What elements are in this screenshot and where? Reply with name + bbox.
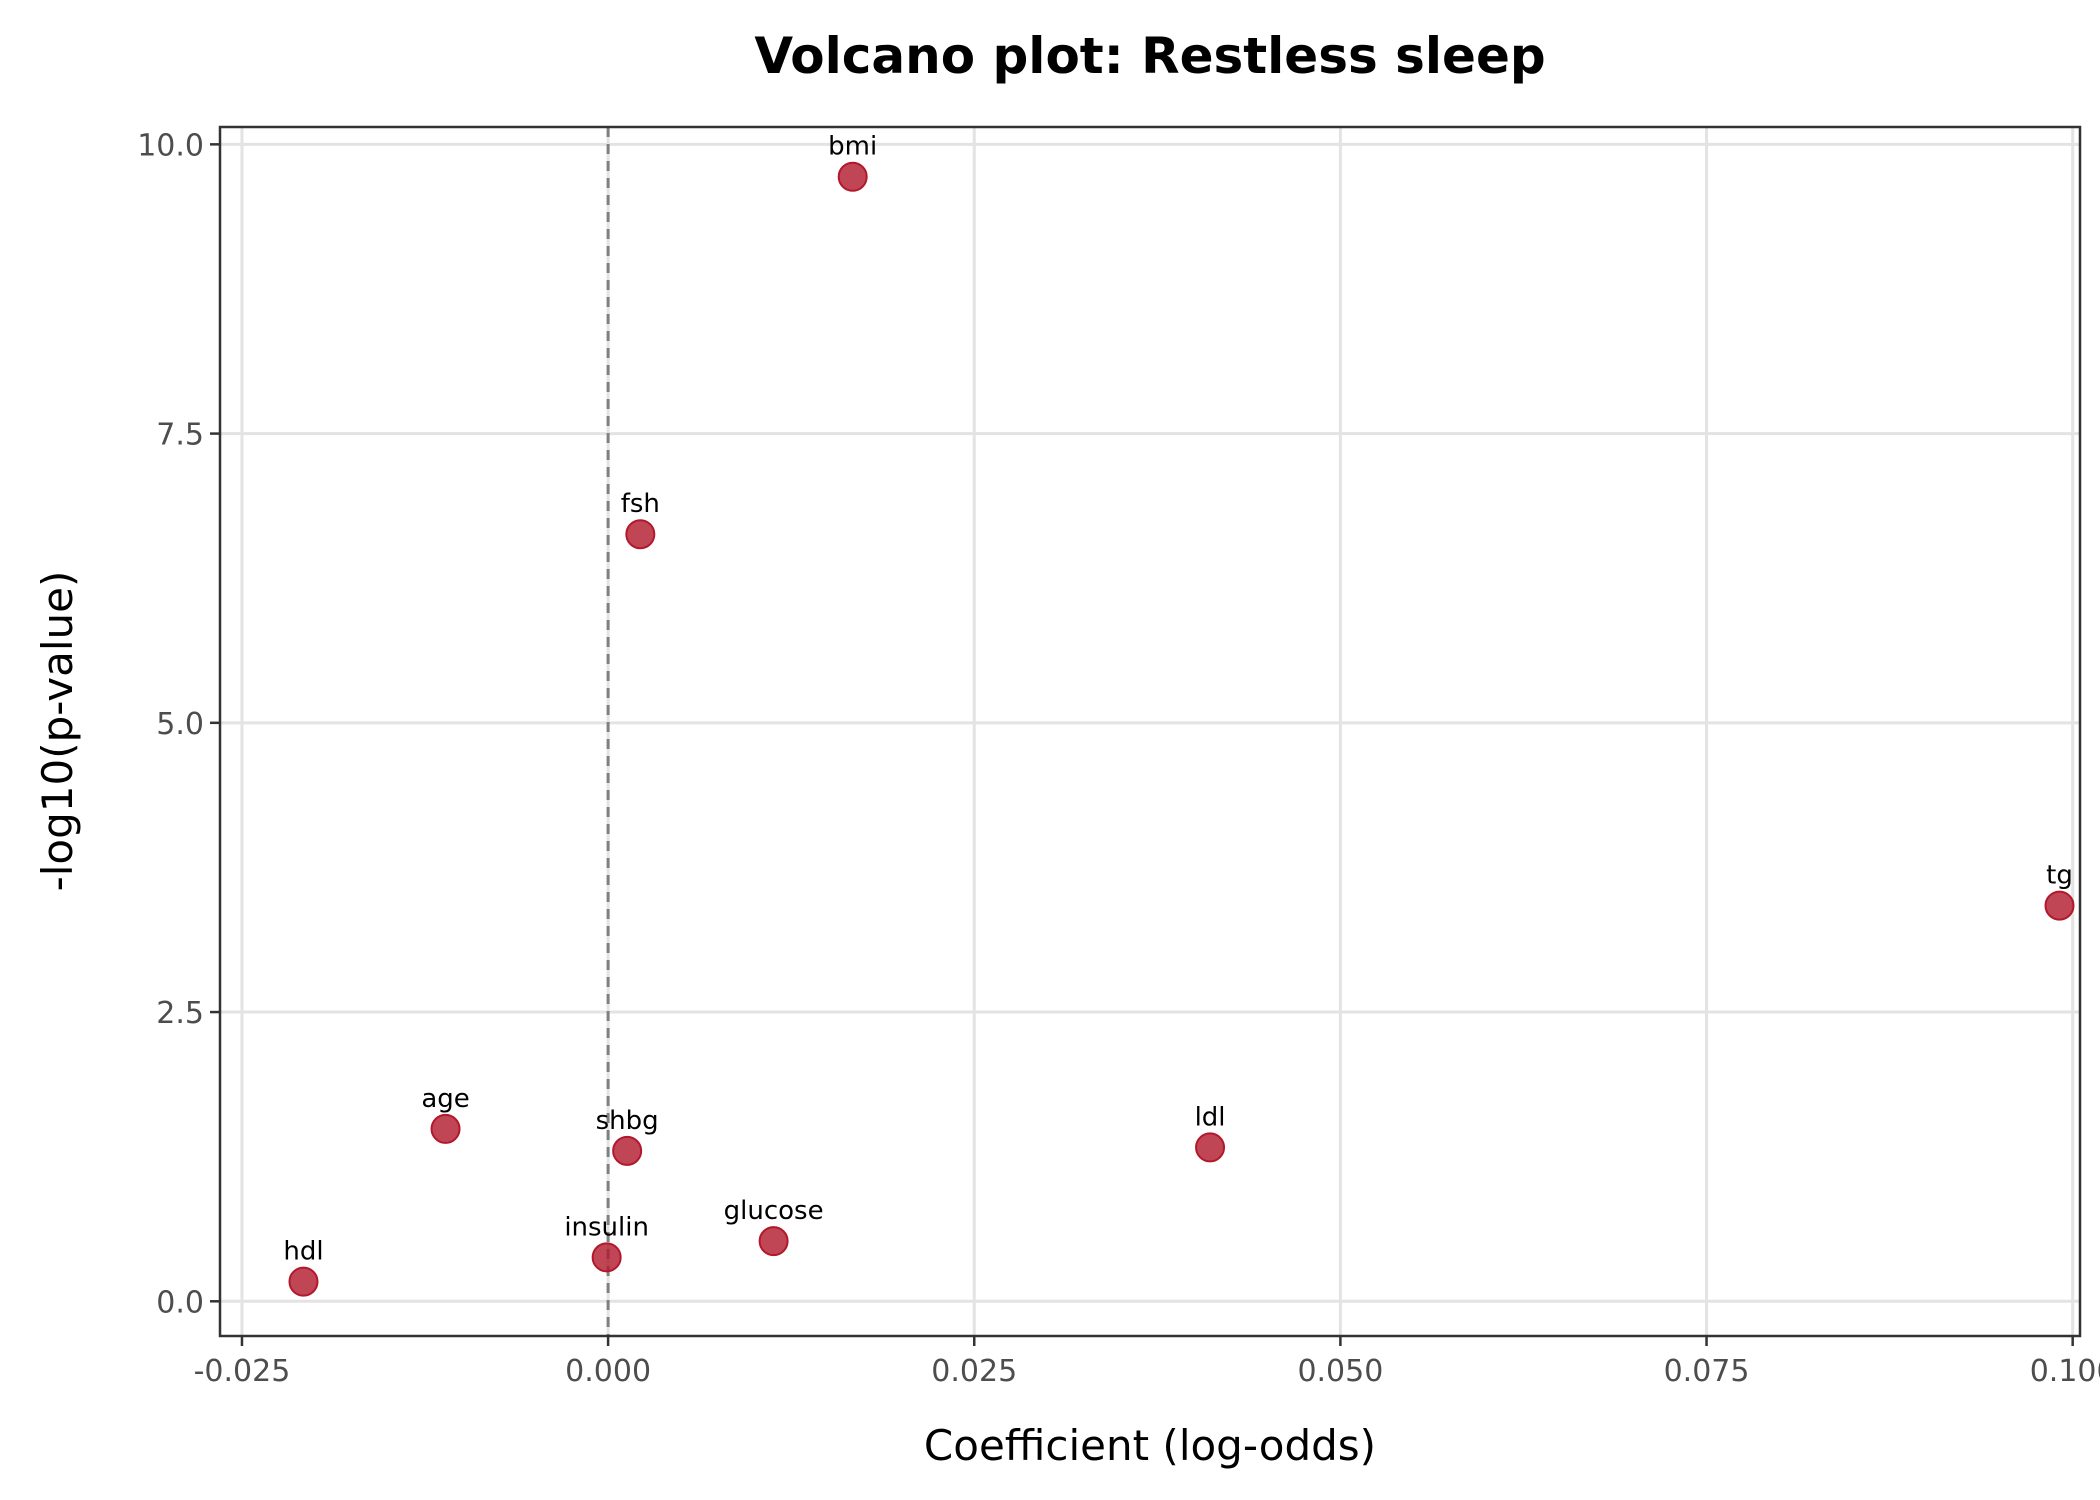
data-point-hdl (288, 1266, 319, 1297)
y-tick-label: 0.0 (156, 1285, 204, 1320)
data-point-ldl (1195, 1132, 1226, 1163)
y-axis-title: -log10(p-value) (33, 571, 82, 892)
data-point-age (430, 1113, 461, 1144)
chart-title: Volcano plot: Restless sleep (754, 27, 1545, 85)
point-label-insulin: insulin (564, 1212, 649, 1242)
data-point-insulin (591, 1242, 622, 1273)
x-tick-label: 0.025 (931, 1354, 1017, 1389)
x-tick-label: 0.100 (2030, 1354, 2100, 1389)
x-tick-label: -0.025 (194, 1354, 291, 1389)
point-label-hdl: hdl (283, 1237, 323, 1267)
point-label-bmi: bmi (828, 132, 877, 162)
y-tick-label: 7.5 (156, 418, 204, 453)
point-label-tg: tg (2046, 861, 2073, 891)
data-point-bmi (837, 161, 868, 192)
point-label-age: age (421, 1084, 469, 1114)
data-point-glucose (758, 1226, 789, 1257)
y-tick-label: 5.0 (156, 707, 204, 742)
point-label-ldl: ldl (1195, 1102, 1226, 1132)
x-tick-label: 0.050 (1297, 1354, 1383, 1389)
points-layer: bmi fsh tg age shbg ldl glucose insulin hdl (283, 132, 2075, 1297)
data-point-tg (2044, 890, 2075, 921)
x-axis-title: Coefficient (log-odds) (924, 1421, 1376, 1470)
y-tick-label: 10.0 (137, 128, 204, 163)
ticks-layer: -0.025 0.000 0.025 0.050 0.075 0.100 0.0 2.5 5.0… (137, 128, 2100, 1389)
point-label-shbg: shbg (596, 1106, 659, 1136)
plot-panel-border (218, 125, 2082, 1338)
x-tick-label: 0.075 (1664, 1354, 1750, 1389)
x-tick-label: 0.000 (565, 1354, 651, 1389)
data-point-fsh (625, 519, 656, 550)
y-tick-label: 2.5 (156, 996, 204, 1031)
point-label-glucose: glucose (724, 1196, 824, 1226)
point-label-fsh: fsh (621, 489, 660, 519)
data-point-shbg (612, 1135, 643, 1166)
